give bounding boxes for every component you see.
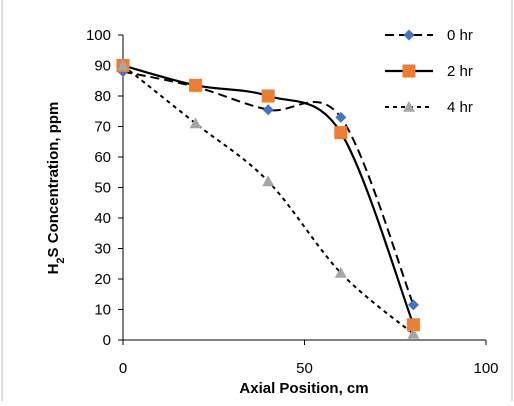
y-tick-label: 0 [103,332,111,349]
x-axis-title: Axial Position, cm [239,380,368,397]
legend-marker [402,64,416,78]
data-point-4-hr [262,175,275,187]
y-tick-label: 70 [94,119,111,136]
y-axis-title-subscript: 2 [55,257,67,263]
y-tick-label: 90 [94,58,111,75]
y-tick-label: 10 [94,302,111,319]
y-axis-title: H2S Concentration, ppm [45,102,67,275]
data-point-2-hr [189,78,203,92]
legend-marker [403,101,415,112]
data-point-2-hr [406,318,420,332]
legend-label: 2 hr [447,63,473,80]
y-tick-label: 100 [86,27,111,44]
y-tick-label: 20 [94,271,111,288]
plot-area [116,59,420,339]
x-tick-label: 50 [296,360,313,377]
data-point-4-hr [117,59,129,71]
y-axis-title-part-b: S Concentration, ppm [45,102,62,258]
data-point-0-hr [335,111,347,123]
series-line-2-hr [122,64,415,326]
y-axis-title-part-a: H [45,264,62,275]
legend: 0 hr 2 hr 4 hr [385,27,473,116]
data-point-2-hr [261,89,275,103]
legend-label: 0 hr [447,27,473,44]
series-line-0-hr [122,70,415,306]
x-tick-label: 100 [473,360,498,377]
y-tick-label: 60 [94,149,111,166]
legend-marker [403,29,415,41]
y-tick-label: 40 [94,210,111,227]
y-tick-label: 80 [94,88,111,105]
data-point-4-hr [407,327,420,339]
data-point-2-hr [334,126,348,140]
x-tick-label: 0 [119,360,127,377]
legend-label: 4 hr [447,99,473,116]
data-point-0-hr [407,299,419,311]
data-point-4-hr [189,117,202,129]
axes: 0 10 20 30 40 50 60 70 80 90 100 0 50 100 [86,27,499,377]
data-point-4-hr [334,266,347,278]
data-point-0-hr [262,104,274,116]
y-tick-label: 30 [94,241,111,258]
y-tick-label: 50 [94,180,111,197]
